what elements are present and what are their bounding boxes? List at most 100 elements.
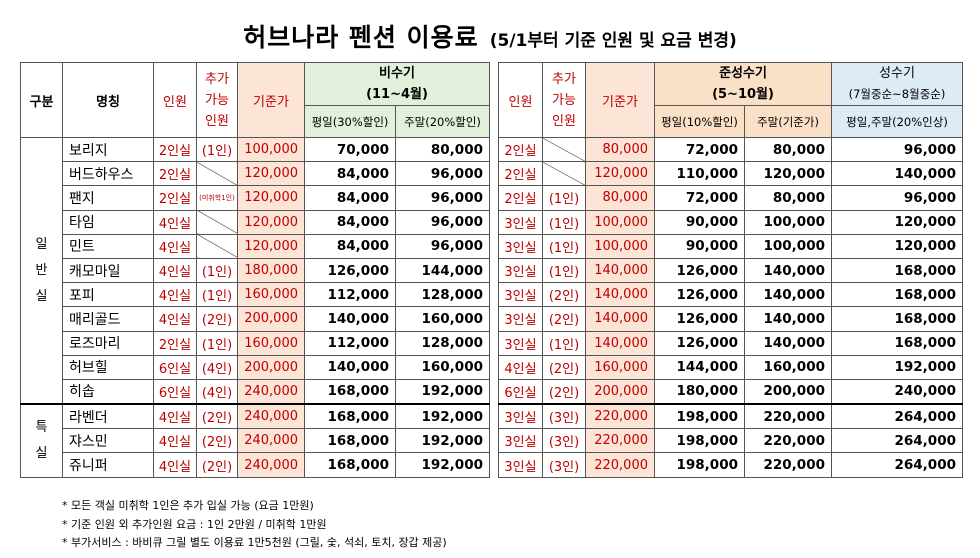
table-row: 3인실 (1인) 140,000 126,000 140,000 168,000 bbox=[498, 330, 963, 356]
room-capacity: 2인실 bbox=[153, 330, 197, 356]
room-name: 라벤더 bbox=[62, 403, 154, 430]
table-row: 3인실 (3인) 220,000 198,000 220,000 264,000 bbox=[498, 403, 963, 430]
midseason-weekend-price: 140,000 bbox=[744, 330, 832, 356]
peakseason-price: 264,000 bbox=[831, 403, 963, 430]
peakseason-price: 192,000 bbox=[831, 354, 963, 380]
base-price: 200,000 bbox=[237, 354, 305, 380]
extra-capacity-right: (1인) bbox=[542, 330, 586, 356]
header-peakseason-all: 평일,주말(20%인상) bbox=[831, 105, 963, 138]
base-price: 240,000 bbox=[237, 378, 305, 405]
extra-capacity: (1인) bbox=[196, 136, 238, 163]
header-offseason-weekend: 주말(20%할인) bbox=[395, 105, 490, 138]
offseason-weekend-price: 160,000 bbox=[395, 354, 490, 380]
room-capacity-right: 2인실 bbox=[498, 185, 543, 211]
midseason-weekend-price: 220,000 bbox=[744, 452, 832, 478]
footnote: * 모든 객실 미취학 1인은 추가 입실 가능 (요금 1만원) bbox=[62, 499, 314, 512]
midseason-weekend-price: 100,000 bbox=[744, 233, 832, 259]
extra-capacity-right: (2인) bbox=[542, 306, 586, 332]
base-price-right: 140,000 bbox=[585, 257, 655, 284]
midseason-weekday-price: 198,000 bbox=[654, 452, 745, 478]
extra-capacity bbox=[196, 161, 238, 187]
offseason-weekday-price: 168,000 bbox=[304, 428, 396, 454]
offseason-weekday-price: 84,000 bbox=[304, 233, 396, 259]
offseason-weekday-price: 84,000 bbox=[304, 209, 396, 235]
midseason-weekday-price: 126,000 bbox=[654, 282, 745, 308]
room-name: 허브힐 bbox=[62, 354, 154, 380]
room-capacity: 6인실 bbox=[153, 354, 197, 380]
room-name: 타임 bbox=[62, 209, 154, 235]
header-midseason: 준성수기 (5~10월) bbox=[654, 62, 832, 106]
room-capacity: 2인실 bbox=[153, 161, 197, 187]
table-row: 쟈스민 4인실 (2인) 240,000 168,000 192,000 bbox=[21, 428, 490, 454]
midseason-weekend-price: 200,000 bbox=[744, 378, 832, 405]
extra-capacity-right: (1인) bbox=[542, 233, 586, 259]
base-price: 160,000 bbox=[237, 282, 305, 308]
offseason-weekend-price: 96,000 bbox=[395, 209, 490, 235]
room-name: 로즈마리 bbox=[62, 330, 154, 356]
table-row: 3인실 (2인) 140,000 126,000 140,000 168,000 bbox=[498, 306, 963, 332]
base-price-right: 140,000 bbox=[585, 306, 655, 332]
header-capacity-right: 인원 bbox=[498, 62, 543, 138]
peakseason-price: 168,000 bbox=[831, 282, 963, 308]
midseason-weekend-price: 80,000 bbox=[744, 185, 832, 211]
room-name: 민트 bbox=[62, 233, 154, 259]
room-capacity: 4인실 bbox=[153, 282, 197, 308]
midseason-weekday-price: 110,000 bbox=[654, 161, 745, 187]
extra-capacity: (1인) bbox=[196, 330, 238, 356]
base-price: 180,000 bbox=[237, 257, 305, 284]
room-name: 팬지 bbox=[62, 185, 154, 211]
midseason-weekend-price: 120,000 bbox=[744, 161, 832, 187]
midseason-weekday-price: 198,000 bbox=[654, 403, 745, 430]
room-capacity-right: 3인실 bbox=[498, 282, 543, 308]
peakseason-price: 120,000 bbox=[831, 209, 963, 235]
offseason-weekend-price: 160,000 bbox=[395, 306, 490, 332]
peakseason-price: 168,000 bbox=[831, 257, 963, 284]
midseason-weekday-price: 180,000 bbox=[654, 378, 745, 405]
table-row: 3인실 (3인) 220,000 198,000 220,000 264,000 bbox=[498, 428, 963, 454]
room-capacity: 4인실 bbox=[153, 233, 197, 259]
extra-capacity: (미취학1인) bbox=[196, 185, 238, 211]
offseason-price-table: 구분 명칭 인원 추가 가능 인원 기준가 비수기 (11~4월) 평일(30%할인)… bbox=[20, 62, 490, 478]
room-capacity: 4인실 bbox=[153, 452, 197, 478]
extra-capacity: (2인) bbox=[196, 452, 238, 478]
base-price-right: 100,000 bbox=[585, 209, 655, 235]
extra-capacity-right: (2인) bbox=[542, 282, 586, 308]
room-name: 포피 bbox=[62, 282, 154, 308]
room-name: 쟈스민 bbox=[62, 428, 154, 454]
header-midseason-weekend: 주말(기준가) bbox=[744, 105, 832, 138]
base-price: 120,000 bbox=[237, 185, 305, 211]
peakseason-price: 168,000 bbox=[831, 330, 963, 356]
base-price: 240,000 bbox=[237, 452, 305, 478]
room-capacity: 4인실 bbox=[153, 428, 197, 454]
title-subtitle: (5/1부터 기준 인원 및 요금 변경) bbox=[489, 31, 737, 51]
room-name: 히솝 bbox=[62, 378, 154, 405]
offseason-weekday-price: 168,000 bbox=[304, 378, 396, 405]
table-row: 매리골드 4인실 (2인) 200,000 140,000 160,000 bbox=[21, 306, 490, 332]
offseason-weekend-price: 80,000 bbox=[395, 136, 490, 163]
offseason-weekend-price: 192,000 bbox=[395, 378, 490, 405]
midseason-weekday-price: 90,000 bbox=[654, 233, 745, 259]
header-base-price: 기준가 bbox=[237, 62, 305, 138]
base-price-right: 220,000 bbox=[585, 428, 655, 454]
extra-capacity: (2인) bbox=[196, 428, 238, 454]
midseason-weekday-price: 144,000 bbox=[654, 354, 745, 380]
base-price: 120,000 bbox=[237, 161, 305, 187]
offseason-weekday-price: 112,000 bbox=[304, 282, 396, 308]
header-capacity: 인원 bbox=[153, 62, 197, 138]
midseason-weekday-price: 90,000 bbox=[654, 209, 745, 235]
room-capacity-right: 3인실 bbox=[498, 403, 543, 430]
room-capacity-right: 3인실 bbox=[498, 428, 543, 454]
table-row: 로즈마리 2인실 (1인) 160,000 112,000 128,000 bbox=[21, 330, 490, 356]
table-row: 팬지 2인실 (미취학1인) 120,000 84,000 96,000 bbox=[21, 185, 490, 211]
room-capacity-right: 3인실 bbox=[498, 306, 543, 332]
midseason-weekend-price: 140,000 bbox=[744, 282, 832, 308]
extra-capacity-right: (2인) bbox=[542, 378, 586, 405]
midseason-weekend-price: 140,000 bbox=[744, 306, 832, 332]
table-row: 버드하우스 2인실 120,000 84,000 96,000 bbox=[21, 161, 490, 187]
table-row: 3인실 (1인) 100,000 90,000 100,000 120,000 bbox=[498, 233, 963, 259]
footnote: * 기준 인원 외 추가인원 요금 : 1인 2만원 / 미취학 1만원 bbox=[62, 517, 327, 531]
offseason-weekday-price: 168,000 bbox=[304, 403, 396, 430]
extra-capacity: (2인) bbox=[196, 403, 238, 430]
